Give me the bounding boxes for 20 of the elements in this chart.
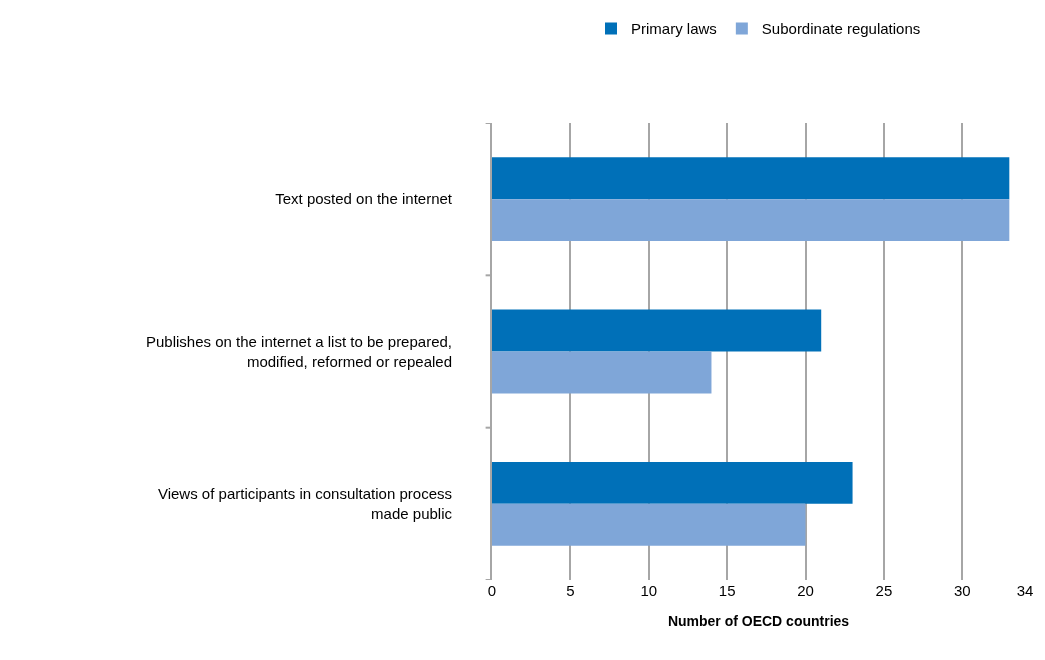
bar: [492, 157, 1010, 200]
x-tick-label: 20: [797, 582, 814, 599]
x-tick-label: 15: [718, 582, 736, 599]
x-tick-label: 10: [640, 582, 658, 599]
legend-label: Primary laws: [631, 20, 717, 38]
bar: [492, 309, 822, 352]
bar: [492, 199, 1010, 242]
x-tick-label: 34: [1016, 582, 1034, 599]
x-axis-title: Number of OECD countries: [667, 613, 850, 630]
bar: [492, 503, 806, 546]
x-tick-label: 0: [487, 582, 497, 599]
legend-label: Subordinate regulations: [761, 20, 921, 38]
y-tick-label: Publishes on the internet a list to be prepared, modified, reformed or repealed: [145, 333, 452, 370]
x-tick-label: 30: [953, 582, 971, 599]
y-tick-label: Text posted on the internet: [275, 190, 453, 208]
x-tick-label: 25: [875, 582, 893, 599]
bar: [492, 461, 853, 504]
bar: [492, 351, 712, 394]
y-tick-label: Views of participants in consultation process made public: [157, 485, 453, 522]
x-tick-label: 5: [566, 582, 575, 599]
